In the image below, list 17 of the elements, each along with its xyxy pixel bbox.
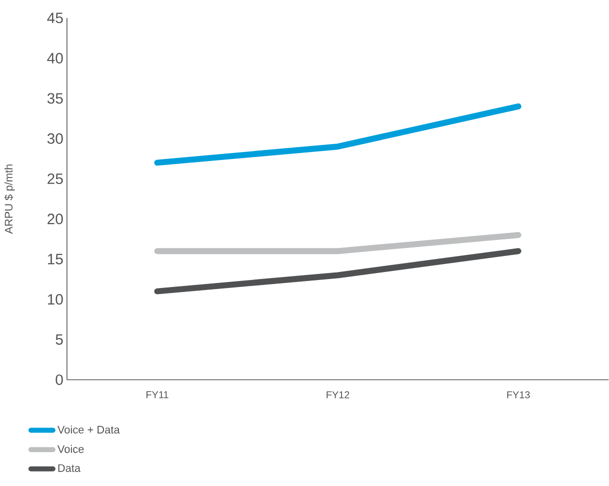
- y-tick-label: 25: [48, 174, 63, 184]
- legend-label: Voice: [57, 445, 84, 454]
- legend-label: Data: [58, 464, 81, 472]
- x-tick-label: FY12: [326, 391, 350, 398]
- y-tick-label: 10: [48, 294, 63, 305]
- y-tick-label: 35: [47, 93, 63, 104]
- x-tick-label: FY13: [507, 391, 530, 398]
- y-tick-label: 40: [47, 53, 63, 64]
- y-tick-label: 20: [48, 214, 63, 224]
- y-tick-label: 30: [47, 133, 63, 144]
- legend-label: Voice + Data: [57, 426, 120, 434]
- y-tick-label: 5: [56, 334, 63, 345]
- y-tick-label: 45: [47, 12, 63, 24]
- y-tick-label: 0: [56, 374, 63, 386]
- y-tick-label: 15: [48, 254, 63, 265]
- y-axis-title: ARPU $ p/mth: [4, 164, 15, 234]
- x-tick-label: FY11: [146, 391, 168, 398]
